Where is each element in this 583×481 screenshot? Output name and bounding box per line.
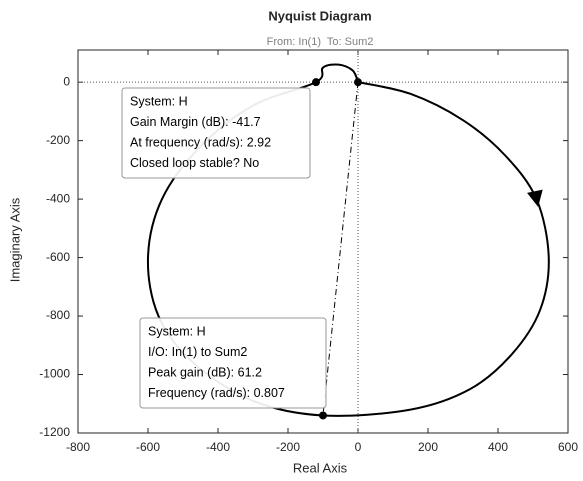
x-tick-label: 400 bbox=[488, 440, 508, 454]
marker bbox=[319, 411, 327, 420]
datatip-line: Closed loop stable? No bbox=[130, 156, 259, 170]
datatip: System: H I/O: In(1) to Sum2 Peak gain (dB… bbox=[139, 317, 327, 409]
y-tick-label: -1200 bbox=[39, 425, 70, 439]
x-axis-label: Real Axis bbox=[293, 460, 348, 475]
datatip-box bbox=[121, 87, 311, 179]
datatip-line: System: H bbox=[148, 324, 206, 338]
datatip-line: Gain Margin (dB): -41.7 bbox=[130, 115, 261, 129]
datatip-line: At frequency (rad/s): 2.92 bbox=[130, 135, 271, 149]
marker bbox=[354, 78, 362, 87]
x-tick-label: 600 bbox=[558, 440, 578, 454]
datatip-line: I/O: In(1) to Sum2 bbox=[148, 345, 247, 359]
x-tick-label: -200 bbox=[276, 440, 300, 454]
datatip-line: Peak gain (dB): 61.2 bbox=[148, 365, 262, 379]
chart-title: Nyquist Diagram bbox=[268, 8, 371, 23]
y-tick-label: -600 bbox=[46, 250, 70, 264]
datatip-box bbox=[139, 317, 327, 409]
direction-arrow bbox=[527, 189, 543, 207]
x-tick-label: -800 bbox=[66, 440, 90, 454]
y-tick-label: -800 bbox=[46, 308, 70, 322]
peak-gain-line bbox=[322, 82, 359, 416]
y-tick-label: -1000 bbox=[39, 367, 70, 381]
datatip-line: Frequency (rad/s): 0.807 bbox=[148, 386, 285, 400]
datatip: System: H Gain Margin (dB): -41.7 At frequ… bbox=[121, 87, 311, 179]
y-axis-label: Imaginary Axis bbox=[7, 197, 22, 282]
x-tick-label: -400 bbox=[206, 440, 230, 454]
y-tick-label: 0 bbox=[63, 74, 70, 88]
datatip-line: System: H bbox=[130, 94, 188, 108]
y-tick-label: -400 bbox=[46, 191, 70, 205]
marker bbox=[312, 78, 320, 87]
x-tick-label: 0 bbox=[355, 440, 362, 454]
y-tick-label: -200 bbox=[46, 133, 70, 147]
x-tick-label: 200 bbox=[418, 440, 438, 454]
x-tick-label: -600 bbox=[136, 440, 160, 454]
chart-subtitle: From: In(1) To: Sum2 bbox=[267, 36, 374, 48]
